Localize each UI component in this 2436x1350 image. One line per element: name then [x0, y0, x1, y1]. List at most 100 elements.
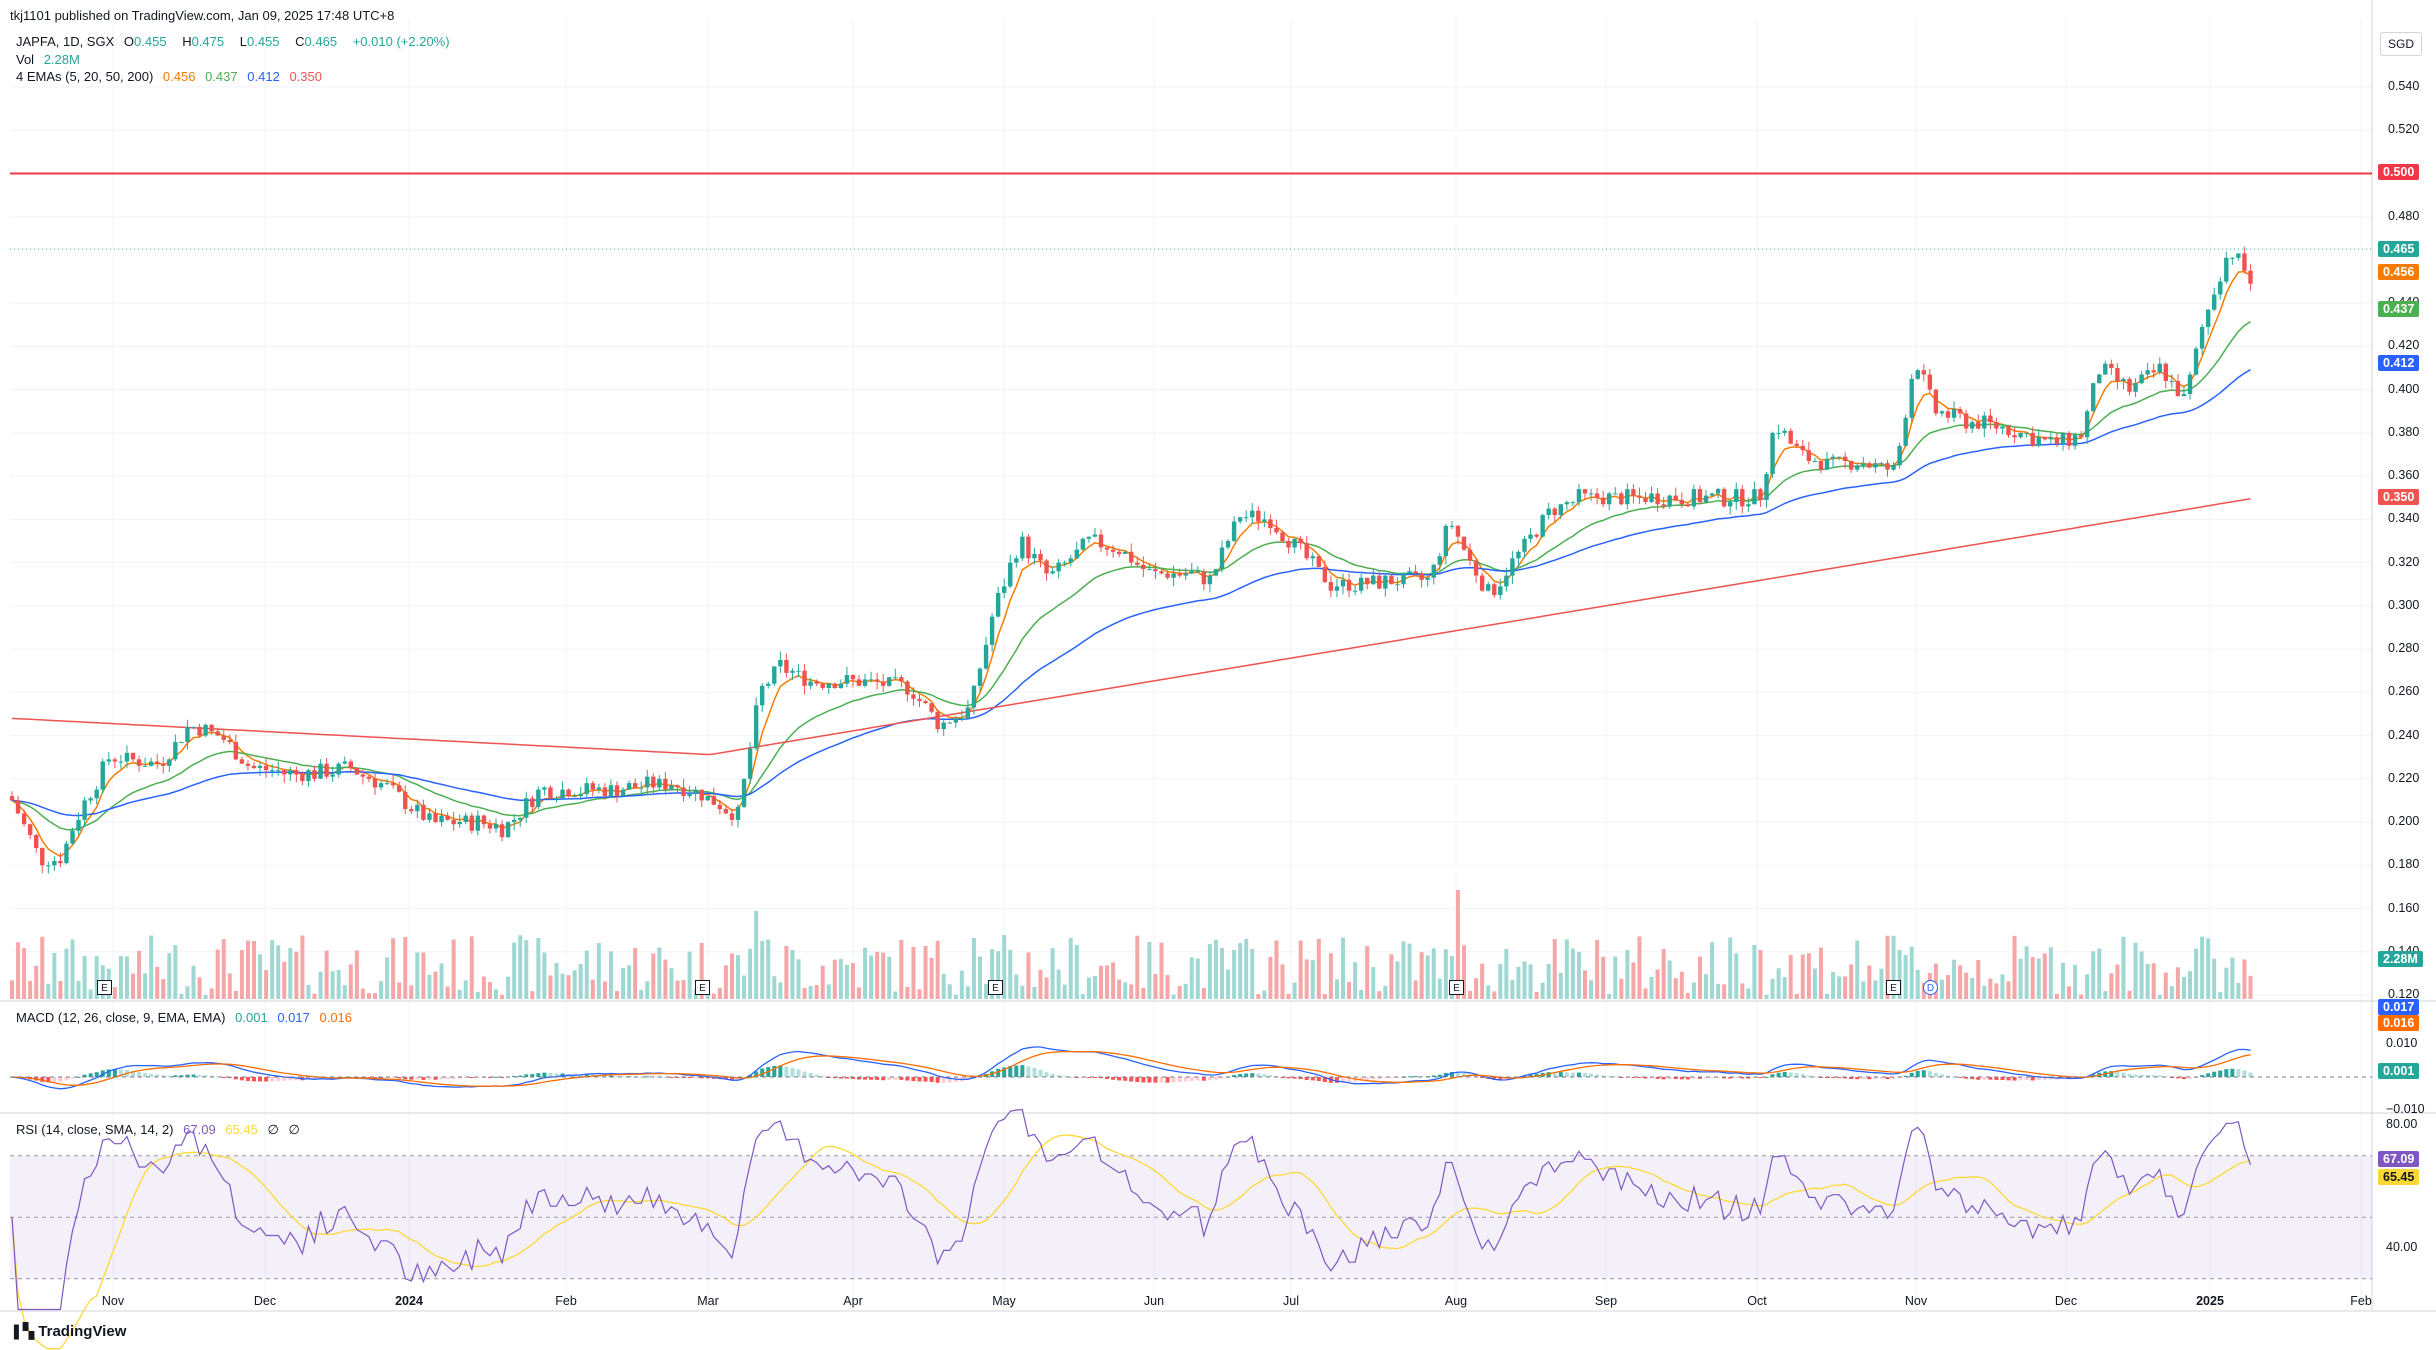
- volume-bar: [1710, 942, 1715, 999]
- candle-body: [1558, 504, 1563, 516]
- macd-hist-bar: [1861, 1077, 1866, 1080]
- currency-button[interactable]: SGD: [2380, 32, 2422, 56]
- candle-body: [2127, 378, 2132, 392]
- candle-body: [161, 763, 166, 766]
- macd-hist-bar: [276, 1077, 281, 1082]
- ema-label[interactable]: 4 EMAs (5, 20, 50, 200): [16, 69, 154, 84]
- macd-hist-bar: [1849, 1077, 1854, 1080]
- volume-bar: [2212, 958, 2217, 999]
- candle-body: [1479, 575, 1485, 591]
- volume-bar: [2200, 936, 2205, 999]
- macd-hist-bar: [1086, 1077, 1091, 1078]
- macd-signal-line: [11, 1050, 2251, 1087]
- volume-bar: [397, 982, 402, 999]
- volume-bar: [2018, 958, 2023, 999]
- macd-hist-bar: [518, 1075, 523, 1077]
- volume-bar: [2175, 967, 2180, 999]
- macd-hist-bar: [542, 1072, 547, 1077]
- macd-hist-bar: [143, 1072, 148, 1077]
- candle-body: [584, 783, 589, 794]
- candle-body: [844, 675, 850, 684]
- candle-body: [1982, 415, 1987, 429]
- tradingview-logo[interactable]: ❚▚ TradingView: [10, 1322, 126, 1340]
- macd-hist-bar: [2006, 1077, 2011, 1081]
- candle-body: [1715, 489, 1721, 494]
- volume-bar: [1347, 981, 1352, 999]
- volume-bar: [124, 956, 129, 999]
- macd-label[interactable]: MACD (12, 26, close, 9, EMA, EMA): [16, 1010, 226, 1025]
- time-tick-label: May: [992, 1294, 1016, 1308]
- volume-bar: [227, 973, 232, 999]
- dividend-marker[interactable]: D: [1923, 980, 1938, 995]
- candle-body: [100, 761, 105, 790]
- candle-body: [941, 722, 946, 730]
- earnings-marker[interactable]: E: [695, 980, 710, 995]
- volume-bar: [1510, 980, 1515, 999]
- candle-body: [796, 670, 801, 672]
- volume-bar: [1631, 962, 1636, 999]
- macd-hist-bar: [669, 1077, 674, 1078]
- volume-bar: [2042, 953, 2047, 999]
- volume-bar: [155, 966, 160, 999]
- volume-bar: [1316, 938, 1321, 999]
- candle-body: [1770, 432, 1775, 474]
- candle-body: [1322, 566, 1328, 583]
- rsi-label[interactable]: RSI (14, close, SMA, 14, 2): [16, 1122, 174, 1137]
- ema200-line: [11, 498, 2251, 756]
- candle-body: [306, 770, 311, 781]
- macd-hist-bar: [1014, 1065, 1019, 1077]
- candle-body: [1014, 558, 1019, 563]
- symbol-name[interactable]: JAPFA, 1D, SGX: [16, 34, 115, 49]
- volume-bar: [1038, 969, 1043, 999]
- volume-bar: [1159, 942, 1164, 999]
- ema20-line: [11, 320, 2251, 831]
- price-tick-label: 0.420: [2388, 338, 2420, 353]
- candle-body: [1365, 577, 1370, 585]
- candle-body: [947, 722, 952, 724]
- macd-hist-bar: [64, 1077, 69, 1081]
- macd-hist-bar: [1492, 1077, 1497, 1080]
- candle-body: [372, 778, 378, 788]
- macd-hist-bar: [1546, 1072, 1551, 1077]
- earnings-marker[interactable]: E: [1886, 980, 1901, 995]
- volume-bar: [2097, 948, 2102, 999]
- volume-bar: [1534, 991, 1539, 999]
- earnings-marker[interactable]: E: [1449, 980, 1464, 995]
- earnings-marker[interactable]: E: [988, 980, 1003, 995]
- candle-body: [1213, 569, 1219, 576]
- candle-body: [1419, 573, 1424, 580]
- macd-hist-bar: [1758, 1077, 1763, 1079]
- symbol-legend: JAPFA, 1D, SGX O0.455 H0.475 L0.455 C0.4…: [16, 34, 456, 49]
- macd-hist-bar: [1298, 1077, 1303, 1080]
- ema200-value: 0.350: [289, 69, 322, 84]
- candle-body: [838, 683, 844, 689]
- candle-body: [1794, 443, 1799, 446]
- volume-bar: [2030, 957, 2035, 999]
- earnings-marker[interactable]: E: [97, 980, 112, 995]
- volume-bar: [844, 964, 849, 999]
- candle-body: [2218, 281, 2223, 295]
- vol-label[interactable]: Vol: [16, 52, 35, 67]
- candle-body: [1613, 493, 1618, 495]
- candle-body: [2048, 437, 2054, 440]
- macd-hist-bar: [2206, 1073, 2211, 1077]
- volume-bar: [1068, 938, 1073, 999]
- candle-body: [687, 793, 692, 797]
- candle-body: [1915, 370, 1920, 379]
- candle-body: [1123, 551, 1128, 554]
- volume-bar: [1643, 988, 1648, 999]
- candle-body: [1728, 502, 1733, 507]
- volume-bar: [1353, 962, 1358, 999]
- volume-bar: [373, 993, 377, 999]
- volume-bar: [318, 971, 323, 999]
- volume-bar: [1486, 985, 1491, 999]
- volume-bar: [143, 973, 148, 999]
- volume-bar: [2133, 942, 2138, 999]
- macd-hist-bar: [1970, 1077, 1975, 1080]
- macd-hist-bar: [524, 1074, 529, 1077]
- volume-bar: [651, 953, 656, 999]
- candle-body: [409, 809, 414, 812]
- volume-bar: [1256, 994, 1261, 999]
- macd-hist-bar: [239, 1077, 244, 1081]
